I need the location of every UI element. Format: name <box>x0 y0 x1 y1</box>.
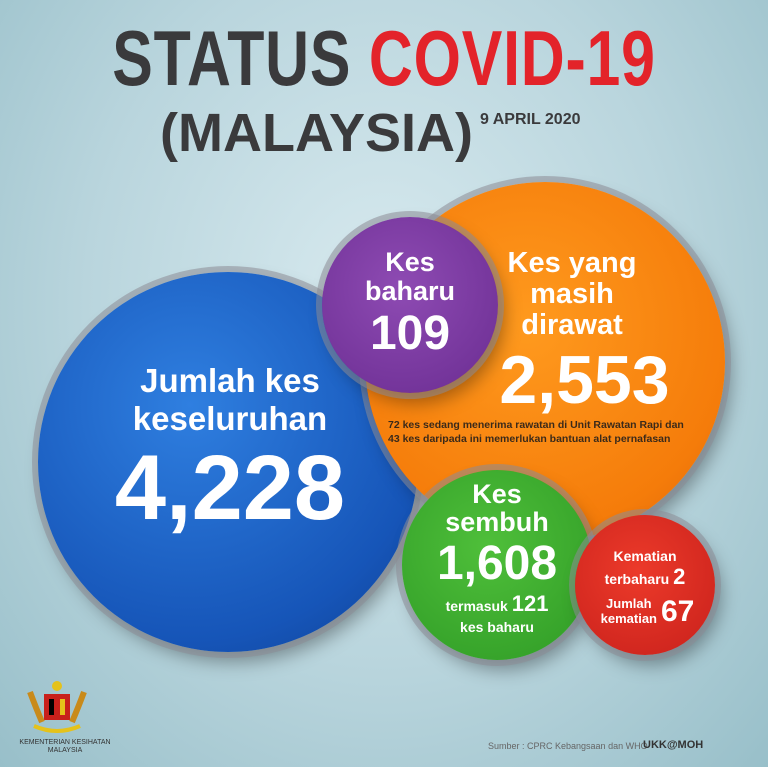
malaysia-coat-of-arms-logo <box>22 678 92 736</box>
date: 9 APRIL 2020 <box>480 111 581 128</box>
recovered-circle <box>402 470 592 660</box>
recovered-sub: termasuk 121 kes baharu <box>445 591 549 636</box>
subtitle: (MALAYSIA) <box>160 103 474 163</box>
ministry-name: KEMENTERIAN KESIHATAN MALAYSIA <box>19 739 111 754</box>
new-cases-label: Kes baharu <box>364 247 456 306</box>
source: Sumber : CPRC Kebangsaan dan WHO <box>488 741 648 751</box>
page-title: STATUS COVID-19 <box>112 14 656 102</box>
new-cases-circle <box>322 217 498 393</box>
active-note: 72 kes sedang menerima rawatan di Unit R… <box>388 419 684 445</box>
new-deaths: Kematian terbaharu 2 <box>604 548 686 589</box>
recovered-label: Kes sembuh <box>445 479 549 537</box>
total-deaths: Jumlah kematian 67 <box>600 594 695 628</box>
deaths-circle <box>575 515 715 655</box>
total-value: 4,228 <box>114 437 346 539</box>
active-label: Kes yang masih dirawat <box>507 247 637 341</box>
recovered-value: 1,608 <box>436 537 558 590</box>
active-value: 2,553 <box>499 342 670 418</box>
total-label: Jumlah kes keseluruhan <box>132 362 328 437</box>
credit: UKK@MOH <box>643 739 704 751</box>
new-cases-value: 109 <box>369 307 451 360</box>
